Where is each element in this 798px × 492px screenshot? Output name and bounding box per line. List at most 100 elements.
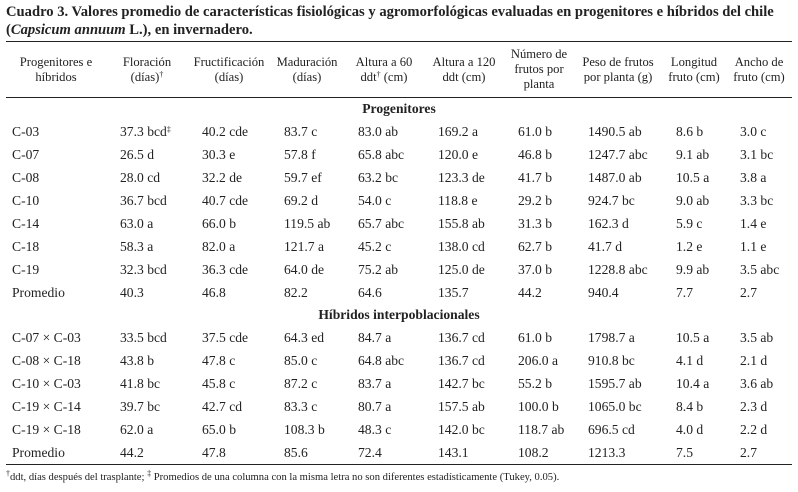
table-cell: 44.2	[106, 441, 188, 465]
footnote-mark: ‡	[166, 124, 171, 134]
table-cell: 1798.7 a	[588, 329, 635, 345]
table-cell: 142.0 bc	[438, 421, 485, 437]
table-cell: 61.0 b	[518, 329, 552, 345]
table-cell: 2.3 d	[740, 398, 768, 414]
table-cell: 83.0 ab	[358, 123, 399, 139]
table-cell: 87.2 c	[284, 375, 318, 391]
average-row: Promedio 40.3 46.8 82.2 64.6 135.7 44.2 940.4 7.…	[6, 281, 792, 304]
average-row: Promedio 44.2 47.8 85.6 72.4 143.1 108.2 1213.3…	[6, 441, 792, 465]
table-cell: 125.0 de	[438, 261, 485, 277]
table-cell: 155.8 ab	[438, 215, 485, 231]
table-cell: 2.7	[726, 441, 792, 465]
row-label: C-07	[12, 146, 40, 162]
section-title: Progenitores	[362, 101, 436, 116]
caption-species: Capsicum annuum	[10, 22, 126, 38]
caption-paren: (	[6, 22, 11, 38]
table-cell: 80.7 a	[358, 398, 392, 414]
table-cell: 26.5 d	[120, 146, 154, 162]
table-cell: 85.0 c	[284, 352, 318, 368]
table-cell: 62.0 a	[120, 421, 154, 437]
table-cell: 2.7	[740, 284, 757, 300]
header-maduracion: Maduración (días)	[270, 41, 344, 98]
table-cell: 62.7 b	[518, 238, 552, 254]
table-cell: 47.8 c	[202, 352, 236, 368]
table-cell: 142.7 bc	[438, 375, 485, 391]
table-cell: 63.2 bc	[358, 169, 399, 185]
table-cell: 136.7 cd	[438, 329, 485, 345]
table-cell: 30.3 e	[202, 146, 236, 162]
table-cell: 64.0 de	[284, 261, 325, 277]
table-cell: 36.3 cde	[202, 261, 249, 277]
table-cell: 1065.0 bc	[588, 398, 642, 414]
table-cell: 40.7 cde	[202, 192, 249, 208]
table-caption: Cuadro 3. Valores promedio de caracterís…	[6, 3, 792, 39]
table-cell: 64.8 abc	[358, 352, 405, 368]
table-cell: 2.2 d	[740, 421, 768, 437]
table-cell: 58.3 a	[120, 238, 154, 254]
table-cell: 1595.7 ab	[588, 375, 642, 391]
table-cell: 31.3 b	[518, 215, 552, 231]
table-cell: 82.2	[284, 284, 308, 300]
row-label: C-18	[12, 238, 40, 254]
table-cell: 1.1 e	[740, 238, 767, 254]
header-floracion: Floración (días)†	[106, 41, 188, 98]
table-cell: 121.7 a	[284, 238, 325, 254]
table-cell: 32.2 de	[202, 169, 243, 185]
row-label: C-19 × C-14	[12, 398, 81, 414]
table-cell: 41.8 bc	[120, 375, 161, 391]
table-cell: 118.7 ab	[518, 421, 565, 437]
table-row: C-19 × C-14 39.7 bc 42.7 cd 83.3 c 80.7 a 157…	[6, 395, 792, 418]
table-row: C-10 × C-03 41.8 bc 45.8 c 87.2 c 83.7 a 142.…	[6, 372, 792, 395]
table-cell: 3.5 ab	[740, 329, 774, 345]
row-label: C-19 × C-18	[12, 421, 81, 437]
table-row: C-14 63.0 a 66.0 b 119.5 ab 65.7 abc 155.8 ab…	[6, 212, 792, 235]
table-cell: 162.3 d	[588, 215, 629, 231]
table-cell: 44.2	[518, 284, 542, 300]
table-cell: 135.7	[438, 284, 469, 300]
table-cell: 108.2	[504, 441, 574, 465]
table-cell: 57.8 f	[284, 146, 316, 162]
table-cell: 7.7	[676, 284, 693, 300]
table-cell: 46.8	[202, 284, 226, 300]
table-cell: 63.0 a	[120, 215, 154, 231]
table-cell: 1228.8 abc	[588, 261, 648, 277]
table-cell: 37.5 cde	[202, 329, 249, 345]
table-cell: 45.2 c	[358, 238, 392, 254]
table-cell: 65.7 abc	[358, 215, 405, 231]
table-cell: 3.1 bc	[740, 146, 774, 162]
header-altura-60: Altura a 60 ddt† (cm)	[344, 41, 424, 98]
row-label: C-08	[12, 169, 40, 185]
table-cell: 84.7 a	[358, 329, 392, 345]
table-cell: 47.8	[188, 441, 270, 465]
table-cell: 46.8 b	[518, 146, 552, 162]
table-cell: 29.2 b	[518, 192, 552, 208]
table-cell: 64.6	[358, 284, 382, 300]
table-cell: 48.3 c	[358, 421, 392, 437]
section-title: Híbridos interpoblacionales	[318, 307, 480, 322]
row-label: C-03	[12, 123, 40, 139]
table-cell: 1213.3	[574, 441, 662, 465]
header-row: Progenitores e híbridos Floración (días)…	[6, 41, 792, 98]
table-cell: 3.0 c	[740, 123, 767, 139]
table-cell: 9.9 ab	[676, 261, 710, 277]
table-cell: 83.7 a	[358, 375, 392, 391]
table-row: C-07 26.5 d 30.3 e 57.8 f 65.8 abc 120.0 e 46.…	[6, 143, 792, 166]
table-cell: 55.2 b	[518, 375, 552, 391]
table-cell: 83.7 c	[284, 123, 318, 139]
data-table: Progenitores e híbridos Floración (días)…	[6, 41, 792, 465]
table-cell: 83.3 c	[284, 398, 318, 414]
table-cell: 8.4 b	[676, 398, 704, 414]
table-cell: 143.1	[424, 441, 504, 465]
header-peso-frutos: Peso de frutos por planta (g)	[574, 41, 662, 98]
table-cell: 65.0 b	[202, 421, 236, 437]
table-cell: 3.6 ab	[740, 375, 774, 391]
table-cell: 1.4 e	[740, 215, 767, 231]
table-cell: 1247.7 abc	[588, 146, 648, 162]
table-cell: 72.4	[344, 441, 424, 465]
row-label: C-07 × C-03	[12, 329, 81, 345]
table-cell: 2.1 d	[740, 352, 768, 368]
table-cell: 8.6 b	[676, 123, 704, 139]
table-cell: 33.5 bcd	[120, 329, 167, 345]
table-cell: 43.8 b	[120, 352, 154, 368]
